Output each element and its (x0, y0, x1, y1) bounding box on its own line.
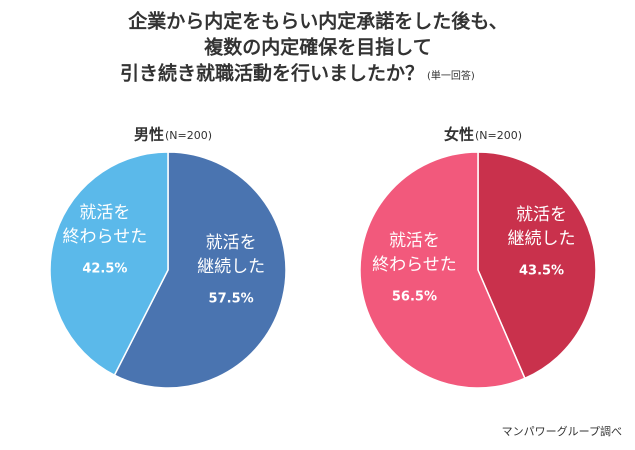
value-label: 43.5% (519, 263, 564, 278)
slice-label: 終わらせた (372, 255, 457, 275)
pie-slice (113, 151, 287, 389)
slice-label: 継続した (197, 257, 265, 277)
slice-label: 継続した (508, 229, 576, 249)
pie-slice (49, 151, 169, 377)
pie-slice (359, 151, 526, 389)
value-label: 42.5% (82, 261, 127, 276)
title-line: 企業から内定をもらい内定承諾をした後も、 (127, 10, 507, 33)
pie-subtitle: (N=200) (165, 129, 212, 142)
pie-slice (477, 151, 597, 380)
slice-label: 就活を (79, 203, 130, 223)
slice-label: 終わらせた (63, 227, 148, 247)
slice-label: 就活を (206, 233, 257, 253)
source: マンパワーグループ調べ (502, 424, 622, 438)
pie-title: 女性 (444, 126, 474, 144)
slice-label: 就活を (516, 205, 567, 225)
pie-subtitle: (N=200) (475, 129, 522, 142)
title-line: 複数の内定確保を目指して (203, 36, 431, 59)
value-label: 56.5% (392, 290, 437, 305)
title-note: (単一回答) (427, 69, 475, 82)
slice-label: 就活を (389, 231, 440, 251)
pie-title: 男性 (134, 126, 164, 144)
value-label: 57.5% (209, 292, 254, 307)
title-line: 引き続き就職活動を行いましたか？ (120, 62, 424, 85)
